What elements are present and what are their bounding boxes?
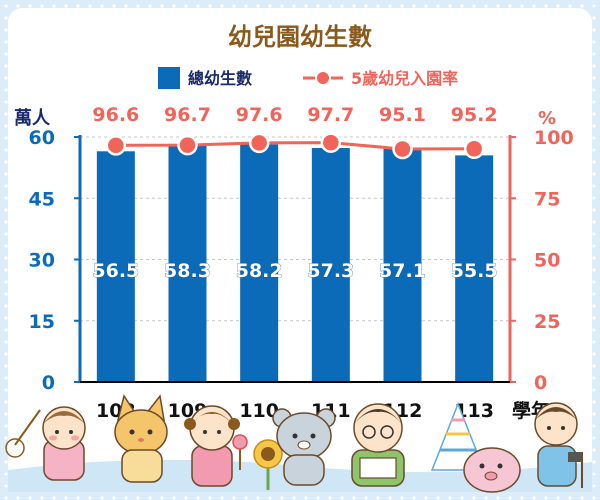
left-tick-label: 60 — [29, 127, 55, 149]
pig-icon — [463, 447, 521, 493]
chart-title: 幼兒園幼生數 — [228, 23, 372, 51]
right-tick-label: 75 — [534, 188, 560, 210]
rate-value-label: 96.7 — [164, 104, 211, 126]
legend-bar-label: 總幼生數 — [188, 69, 252, 88]
right-tick-label: 0 — [534, 372, 547, 394]
bar-110 — [240, 144, 279, 382]
rate-line — [105, 132, 485, 160]
bar-111 — [311, 148, 350, 382]
right-tick-label: 100 — [534, 127, 574, 149]
rate-point-112 — [392, 138, 413, 160]
bar-value-label: 58.2 — [236, 260, 283, 282]
right-tick-label: 50 — [534, 250, 560, 272]
bar-112 — [383, 148, 422, 382]
rate-value-label: 97.7 — [307, 104, 354, 126]
rate-point-113 — [463, 138, 485, 160]
rate-point-108 — [105, 135, 127, 156]
bar-108 — [96, 151, 135, 382]
legend: 總幼生數 5歲幼兒入園率 — [158, 67, 458, 89]
gridlines — [80, 136, 510, 322]
legend-bar-swatch — [158, 67, 180, 89]
left-tick-label: 45 — [29, 188, 55, 210]
rate-value-label: 95.1 — [379, 104, 426, 126]
data-labels: 56.5 58.3 58.2 57.3 57.1 55.5 96.6 96.7 97.6 97.7… — [92, 104, 498, 282]
sunflower-icon — [253, 439, 283, 490]
child-with-net-icon — [5, 406, 86, 481]
girl-with-lollipop-icon — [184, 405, 248, 487]
rate-value-label: 96.6 — [92, 104, 139, 126]
right-axis-unit: % — [538, 108, 556, 129]
legend-line-marker — [315, 70, 331, 86]
left-tick-label: 30 — [29, 250, 55, 272]
rate-point-111 — [320, 132, 342, 153]
x-tick-label: 113 — [454, 400, 494, 422]
rate-value-label: 97.6 — [236, 104, 283, 126]
child-with-flag-icon — [534, 402, 583, 488]
bars — [96, 143, 494, 382]
bar-value-label: 57.1 — [379, 260, 426, 282]
bar-value-label: 58.3 — [164, 260, 211, 282]
right-tick-label: 25 — [534, 311, 560, 333]
left-tick-label: 15 — [29, 311, 55, 333]
bar-value-label: 56.5 — [92, 260, 139, 282]
rate-point-110 — [248, 132, 270, 154]
tent-icon — [430, 401, 486, 471]
boy-with-book-icon — [351, 403, 405, 487]
bear-icon — [272, 408, 336, 486]
left-axis-unit: 萬人 — [14, 108, 51, 129]
bar-value-label: 57.3 — [307, 260, 354, 282]
cartoon-children-illustration — [5, 394, 592, 493]
bar-109 — [168, 143, 207, 382]
left-tick-label: 0 — [42, 372, 55, 394]
bar-value-label: 55.5 — [451, 260, 498, 282]
legend-line-label: 5歲幼兒入園率 — [351, 69, 458, 88]
axes: 0153045600255075100108109110111112113 — [29, 127, 574, 422]
bar-113 — [455, 155, 494, 382]
rate-point-109 — [177, 134, 198, 156]
cat-icon — [114, 394, 168, 483]
rate-value-label: 95.2 — [451, 104, 498, 126]
rate-line-path — [115, 141, 475, 151]
x-tick-label: 110 — [239, 400, 279, 422]
